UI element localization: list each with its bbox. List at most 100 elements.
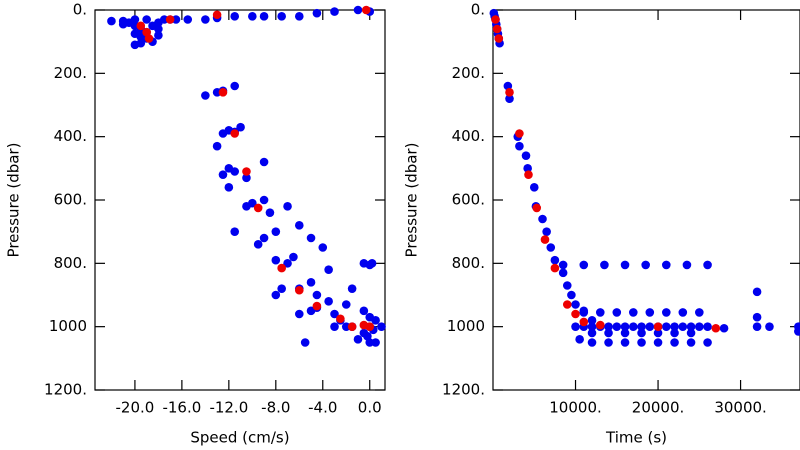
y-tick-label: 600. xyxy=(54,191,87,209)
data-point xyxy=(289,252,298,262)
data-point xyxy=(353,335,363,344)
data-point xyxy=(604,328,613,338)
data-point xyxy=(562,300,572,309)
data-point xyxy=(183,15,193,24)
data-point xyxy=(259,12,269,21)
data-point xyxy=(330,7,339,16)
data-point xyxy=(130,15,140,24)
data-point xyxy=(637,328,646,338)
data-point xyxy=(494,34,504,43)
data-point xyxy=(236,122,245,132)
x-tick-label: 10000. xyxy=(549,399,602,417)
data-point xyxy=(678,322,688,331)
data-point xyxy=(567,290,576,300)
data-point xyxy=(218,88,228,97)
data-point xyxy=(542,227,551,236)
data-point xyxy=(306,233,316,243)
data-point xyxy=(558,268,568,278)
data-point xyxy=(662,260,671,270)
y-tick-label: 400. xyxy=(54,127,87,145)
data-point xyxy=(587,322,597,331)
data-point xyxy=(641,260,650,270)
data-point xyxy=(312,8,322,18)
x-tick-label: -20.0 xyxy=(116,399,155,417)
data-point xyxy=(612,322,622,331)
data-point xyxy=(294,12,304,21)
data-point xyxy=(670,328,679,338)
data-point xyxy=(505,88,514,97)
data-point xyxy=(662,308,671,317)
data-point xyxy=(653,322,663,331)
data-point xyxy=(620,338,630,347)
data-point xyxy=(752,322,762,331)
data-point xyxy=(670,322,679,331)
data-point xyxy=(230,129,240,138)
data-point xyxy=(212,141,222,151)
data-point xyxy=(361,5,371,15)
data-point xyxy=(259,195,269,205)
x-tick-label: -16.0 xyxy=(162,399,201,417)
y-axis-title: Pressure (dbar) xyxy=(403,143,421,258)
data-point xyxy=(242,173,251,183)
y-tick-label: 800. xyxy=(54,254,87,272)
data-point xyxy=(142,15,151,24)
data-point xyxy=(637,322,646,331)
data-point xyxy=(230,167,240,176)
data-point xyxy=(324,265,333,274)
data-point xyxy=(538,214,547,224)
data-point xyxy=(637,338,646,347)
data-point xyxy=(686,322,696,331)
data-point xyxy=(277,284,286,293)
data-point xyxy=(336,314,345,324)
data-point xyxy=(312,301,322,311)
data-point xyxy=(265,208,275,217)
data-point xyxy=(521,151,531,160)
data-point xyxy=(505,94,514,103)
data-point xyxy=(201,91,210,100)
data-point xyxy=(271,290,281,300)
data-point xyxy=(283,202,292,211)
data-point xyxy=(550,255,560,265)
data-point xyxy=(365,322,375,331)
data-point xyxy=(752,312,762,322)
data-point xyxy=(259,233,269,243)
data-point xyxy=(515,141,524,151)
data-point xyxy=(136,21,146,31)
data-point xyxy=(571,322,580,331)
data-point xyxy=(695,322,704,331)
data-point xyxy=(571,309,580,319)
data-point xyxy=(371,316,380,325)
data-point xyxy=(218,170,228,179)
data-point xyxy=(294,285,304,295)
data-point xyxy=(752,287,762,297)
data-point xyxy=(294,221,304,230)
data-point xyxy=(248,198,257,208)
data-point xyxy=(492,24,502,34)
data-point xyxy=(628,322,638,331)
data-point xyxy=(678,308,688,317)
y-tick-label: 200. xyxy=(54,64,87,82)
x-tick-label: -12.0 xyxy=(209,399,248,417)
data-point xyxy=(107,16,116,26)
data-point xyxy=(359,328,369,338)
data-point xyxy=(248,12,257,21)
x-tick-label: 20000. xyxy=(632,399,685,417)
data-point xyxy=(579,317,589,327)
data-point xyxy=(575,335,584,344)
data-point xyxy=(136,38,146,48)
data-point xyxy=(259,157,269,167)
data-point xyxy=(515,129,524,138)
data-point xyxy=(148,21,157,31)
data-point xyxy=(579,308,589,317)
data-point xyxy=(144,34,154,43)
x-tick-label: -8.0 xyxy=(261,399,290,417)
x-axis-title: Speed (cm/s) xyxy=(190,429,289,447)
plot-frame xyxy=(94,9,386,391)
x-tick-label: 0.0 xyxy=(358,399,382,417)
data-point xyxy=(201,15,210,24)
y-tick-label: 0. xyxy=(73,1,87,19)
data-point xyxy=(347,284,357,293)
data-point xyxy=(620,322,630,331)
data-point xyxy=(330,322,339,331)
data-point xyxy=(341,300,351,309)
